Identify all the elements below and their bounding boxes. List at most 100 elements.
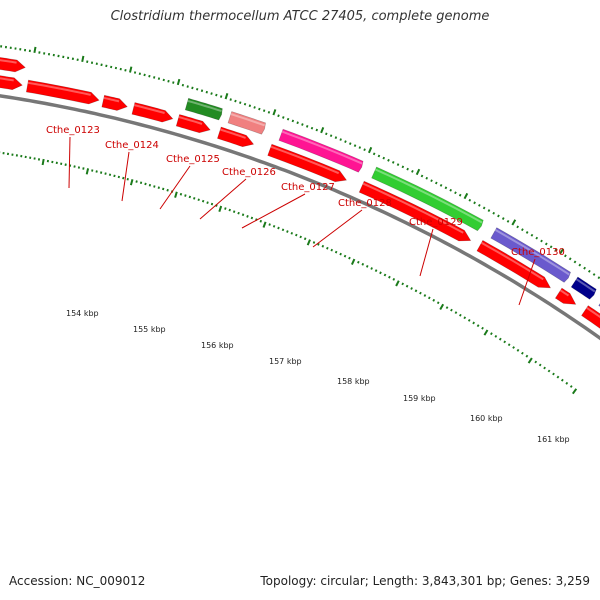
inner-tick-mark [405, 284, 409, 288]
outer-tick-mark [229, 98, 232, 101]
outer-tick-mark [196, 87, 199, 91]
inner-tick-mark [179, 192, 183, 196]
outer-tick-mark [568, 257, 572, 261]
inner-tick-mark [193, 197, 196, 200]
gene-arrow [490, 227, 571, 283]
inner-tick-mark [312, 241, 316, 244]
inner-tick-mark [299, 235, 302, 239]
inner-tick-mark [427, 296, 431, 300]
inner-tick-mark [414, 289, 418, 293]
outer-tick-mark [210, 92, 213, 95]
inner-tick-mark [201, 199, 205, 203]
outer-tick-mark [458, 193, 462, 197]
inner-tick-mark [188, 195, 192, 199]
inner-tick-mark [450, 308, 453, 312]
outer-tick-mark [573, 260, 577, 264]
outer-tick-mark [497, 214, 500, 218]
gene-arrow-highlight [230, 113, 266, 127]
feature-track [0, 57, 600, 329]
inner-tick-mark [139, 181, 143, 185]
inner-tick-mark [277, 226, 280, 230]
inner-tick-mark [272, 224, 276, 228]
inner-tick-mark [503, 340, 507, 344]
outer-tick-mark [81, 55, 85, 62]
kbp-label: 159 kbp [403, 394, 436, 403]
outer-tick-mark [133, 71, 137, 74]
gene-arrow [184, 97, 223, 121]
outer-tick-mark [286, 117, 290, 121]
inner-tick-mark [432, 298, 436, 302]
inner-tick-mark [463, 316, 467, 320]
outer-tick-mark [124, 68, 127, 72]
callout-line [419, 228, 434, 277]
inner-tick-mark [459, 313, 462, 317]
outer-tick-mark [396, 163, 400, 166]
outer-tick-mark [530, 233, 534, 237]
outer-tick-mark [587, 269, 591, 273]
outer-tick-mark [100, 63, 103, 67]
gene-arrow-highlight [0, 59, 17, 64]
inner-tick-mark [490, 332, 493, 336]
cds-arrow [581, 305, 600, 329]
map-title: Clostridium thermocellum ATCC 27405, com… [110, 9, 490, 24]
inner-tick-mark [306, 239, 311, 246]
inner-tick-mark [64, 163, 67, 166]
outer-tick-mark [310, 126, 314, 130]
inner-tick-mark [104, 172, 107, 175]
inner-tick-mark [268, 223, 271, 226]
inner-tick-mark [547, 369, 551, 373]
outer-tick-mark [267, 111, 271, 114]
outer-tick-mark [454, 191, 457, 195]
inner-tick-mark [157, 186, 160, 189]
inner-tick-mark [543, 366, 546, 370]
inner-tick-mark [122, 176, 125, 180]
inner-tick-mark [560, 378, 564, 382]
outer-tick-mark [473, 201, 476, 205]
inner-tick-mark [556, 375, 560, 379]
inner-tick-mark [228, 208, 231, 212]
outer-tick-mark [114, 66, 118, 70]
inner-tick-mark [350, 258, 356, 266]
callout-line [121, 151, 130, 202]
gene-arrow [570, 276, 597, 300]
inner-tick-mark [232, 210, 236, 213]
outer-tick-mark [148, 74, 151, 78]
inner-tick-mark [174, 191, 178, 198]
gene-label: Cthe_0124 [105, 140, 159, 151]
inner-tick-mark [295, 233, 298, 237]
inner-tick-mark [281, 228, 285, 232]
inner-tick-mark [339, 252, 342, 256]
inner-tick-mark [374, 269, 378, 273]
cds-arrow [217, 126, 255, 148]
outer-tick-mark [191, 86, 194, 90]
outer-tick-mark [578, 263, 582, 267]
inner-tick-mark [317, 242, 320, 246]
inner-tick-mark [370, 267, 373, 270]
inner-tick-mark [395, 280, 400, 287]
inner-tick-mark [525, 354, 529, 358]
gene-arrow [0, 57, 26, 73]
inner-tick-mark [218, 205, 223, 213]
accession-text: Accession: NC_009012 [9, 574, 146, 588]
outer-tick-mark [564, 254, 567, 258]
inner-tick-mark [565, 381, 569, 385]
inner-tick-mark [95, 170, 98, 173]
inner-tick-mark [379, 271, 382, 275]
outer-tick-mark [258, 107, 261, 111]
inner-tick-mark [343, 254, 347, 258]
inner-tick-mark [51, 160, 54, 164]
inner-tick-mark [241, 213, 245, 217]
outer-tick-mark [434, 181, 438, 185]
kbp-label: 160 kbp [470, 414, 503, 423]
outer-tick-mark [186, 85, 189, 88]
inner-tick-mark [153, 185, 156, 188]
callout-line [199, 178, 247, 220]
inner-tick-mark [552, 372, 555, 376]
inner-tick-mark [348, 256, 351, 260]
inner-tick-mark [77, 166, 81, 169]
inner-tick-mark [423, 294, 427, 297]
gene-arrow-highlight [575, 278, 596, 293]
cds-arrow-highlight [270, 145, 340, 175]
